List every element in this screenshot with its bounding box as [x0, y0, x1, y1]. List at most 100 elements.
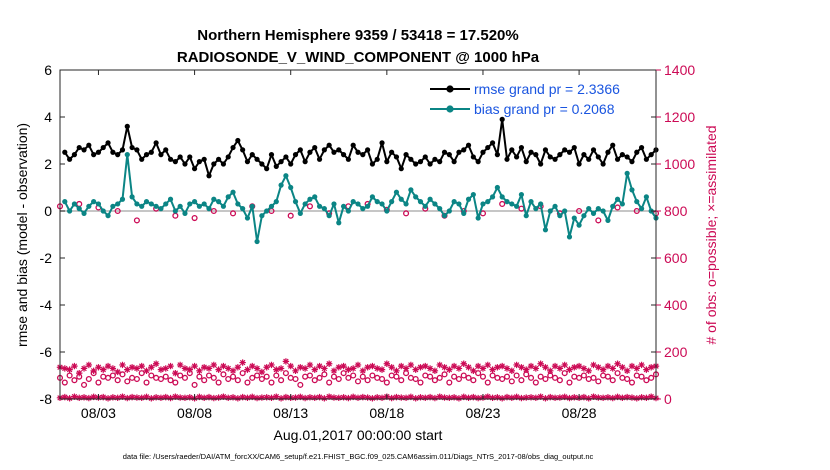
bias-point — [191, 199, 198, 205]
rmse-point — [624, 154, 630, 160]
obs-assimilated-marker — [167, 394, 174, 402]
obs-assimilated-marker — [628, 362, 636, 370]
bias-point — [302, 201, 308, 207]
obs-possible-marker — [499, 375, 506, 383]
obs-assimilated-marker — [311, 394, 318, 402]
obs-assimilated-marker — [393, 393, 400, 401]
obs-assimilated-marker — [263, 364, 270, 371]
obs-assimilated-marker — [239, 359, 246, 366]
obs-assimilated-marker — [229, 367, 237, 374]
obs-possible-marker — [417, 379, 424, 386]
bias-point — [336, 220, 342, 226]
bias-point — [259, 213, 265, 219]
obs-possible-marker — [133, 217, 140, 224]
rmse-point — [441, 149, 448, 155]
rmse-point — [139, 156, 145, 162]
rmse-point — [379, 140, 385, 146]
obs-assimilated-marker — [407, 361, 415, 369]
rmse-point — [172, 159, 178, 165]
rmse-point — [216, 156, 222, 162]
rmse-point — [542, 147, 549, 153]
rmse-point — [384, 159, 390, 165]
bias-point — [634, 199, 640, 205]
rmse-point — [235, 137, 241, 144]
obs-assimilated-marker — [181, 394, 189, 402]
obs-assimilated-marker — [527, 394, 535, 401]
plot-area — [60, 70, 656, 399]
obs-assimilated-marker — [537, 393, 544, 400]
obs-assimilated-marker — [220, 393, 227, 400]
obs-assimilated-marker — [157, 366, 165, 373]
obs-possible-marker — [181, 374, 189, 381]
obs-assimilated-marker — [253, 394, 261, 402]
obs-possible-marker — [556, 377, 563, 384]
bias-point — [379, 201, 385, 207]
obs-possible-marker — [297, 381, 304, 388]
obs-possible-marker — [273, 372, 280, 379]
obs-assimilated-marker — [450, 362, 458, 370]
obs-assimilated-marker — [527, 362, 535, 370]
obs-assimilated-marker — [513, 361, 520, 369]
rmse-point — [590, 147, 597, 153]
obs-assimilated-marker — [340, 394, 347, 401]
bias-point — [480, 201, 486, 207]
obs-possible-marker — [436, 374, 443, 381]
bias-point — [605, 217, 611, 223]
obs-possible-marker — [220, 371, 227, 378]
obs-assimilated-marker — [104, 395, 112, 402]
rmse-point — [316, 156, 323, 162]
bias-line — [63, 153, 657, 243]
obs-possible-marker — [340, 370, 347, 377]
y-tick-label-left: -8 — [40, 391, 53, 407]
bias-point — [499, 194, 505, 200]
obs-assimilated-marker — [76, 394, 83, 402]
obs-possible-marker — [292, 375, 299, 383]
obs-possible-marker — [326, 379, 333, 386]
obs-assimilated-marker — [186, 366, 193, 373]
bias-point — [71, 201, 78, 207]
bias-point — [292, 199, 299, 205]
obs-assimilated-marker — [128, 364, 136, 371]
bias-point — [432, 201, 438, 207]
obs-assimilated-marker — [200, 394, 208, 402]
bias-point — [81, 210, 87, 216]
rmse-point — [514, 154, 520, 160]
obs-assimilated-marker — [446, 394, 453, 402]
bias-point — [86, 203, 92, 209]
obs-assimilated-marker — [489, 394, 496, 402]
rmse-point — [153, 140, 159, 146]
bias-point — [278, 182, 284, 188]
rmse-point — [167, 156, 174, 162]
obs-possible-marker — [143, 379, 150, 386]
rmse-point — [393, 154, 400, 160]
footnote: data file: /Users/raeder/DAI/ATM_forcXX/… — [123, 452, 594, 461]
bias-point — [533, 206, 539, 212]
obs-assimilated-marker — [349, 393, 357, 401]
rmse-point — [509, 147, 515, 153]
bias-point — [307, 196, 313, 202]
obs-assimilated-marker — [225, 365, 232, 372]
bias-point — [475, 215, 481, 221]
obs-assimilated-marker — [321, 365, 328, 372]
obs-assimilated-marker — [124, 394, 131, 402]
obs-assimilated-marker — [374, 365, 381, 372]
bias-point — [76, 206, 82, 212]
obs-assimilated-marker — [215, 366, 222, 373]
rmse-point — [552, 156, 558, 162]
obs-assimilated-marker — [277, 395, 285, 402]
y-tick-label-right: 600 — [664, 250, 688, 266]
obs-assimilated-marker — [542, 364, 549, 371]
obs-assimilated-marker — [167, 362, 174, 370]
obs-assimilated-marker — [359, 367, 367, 374]
bias-point — [629, 187, 635, 193]
bias-point — [514, 203, 520, 209]
rmse-point — [374, 156, 380, 162]
obs-assimilated-marker — [268, 361, 275, 369]
rmse-point — [403, 152, 409, 158]
obs-assimilated-marker — [556, 365, 564, 372]
rmse-point — [340, 152, 347, 158]
obs-possible-marker — [398, 377, 405, 384]
rmse-point — [494, 152, 500, 158]
obs-assimilated-marker — [407, 393, 415, 401]
obs-assimilated-marker — [426, 393, 434, 401]
